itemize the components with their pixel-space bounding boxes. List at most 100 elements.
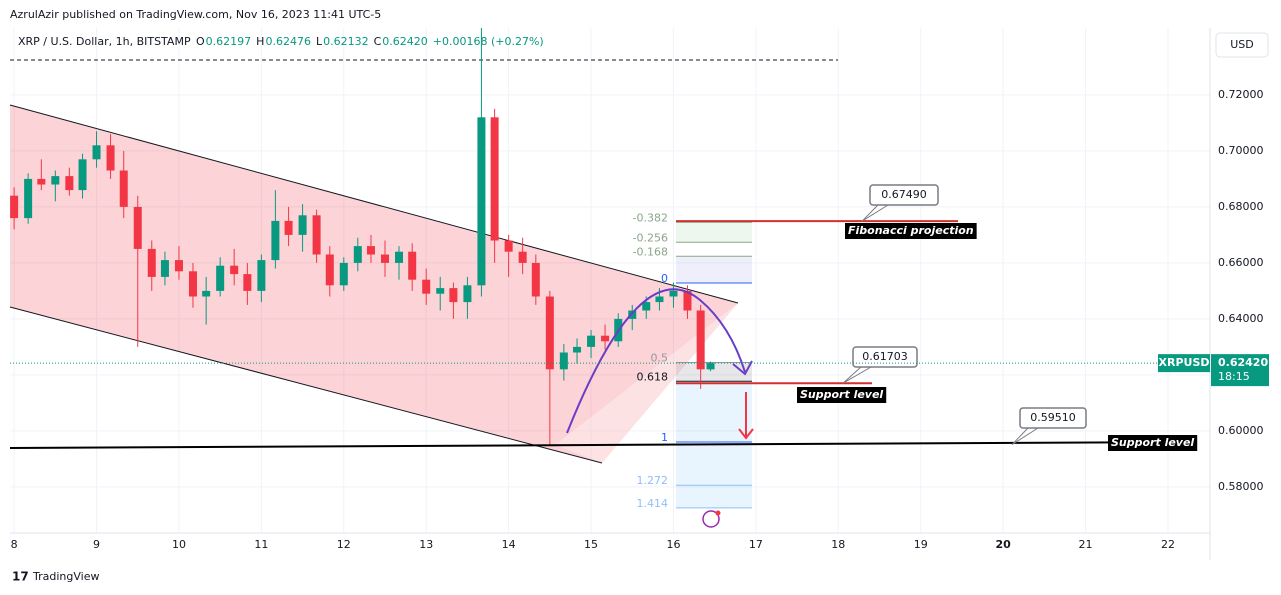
candle-body (37, 178, 46, 185)
note-label: Support level (800, 388, 883, 401)
x-tick-label: 12 (337, 538, 351, 551)
candle-body (366, 246, 375, 255)
arc-arrowhead (732, 360, 753, 376)
callout-pointer (861, 204, 889, 222)
candle-body (628, 310, 637, 319)
candle-body (133, 206, 142, 249)
y-tick-label: 0.70000 (1218, 144, 1264, 157)
candle-body (339, 262, 348, 286)
legend-value: 0.62132 (323, 35, 369, 48)
candle-body (422, 279, 431, 294)
y-tick-label: 0.72000 (1218, 88, 1264, 101)
legend-value: 0.62420 (382, 35, 428, 48)
candle-body (65, 176, 74, 191)
fib-zone (676, 256, 752, 283)
fib-label: -0.382 (633, 211, 668, 224)
note-box (1108, 435, 1198, 451)
grid (10, 28, 1210, 533)
x-tick-label: 17 (749, 538, 763, 551)
fib-label: -0.256 (633, 231, 668, 244)
y-tick-label: 0.58000 (1218, 480, 1264, 493)
candle-body (271, 220, 280, 261)
fib-label: -0.168 (633, 245, 668, 258)
candle-body (216, 265, 225, 291)
candle-body (202, 290, 211, 297)
candle-body (463, 285, 472, 303)
candle-body (408, 251, 417, 280)
callout-box (1019, 407, 1087, 429)
candle-body (642, 302, 651, 311)
footer-brand: TradingView (32, 570, 99, 583)
x-tick-label: 19 (914, 538, 928, 551)
currency[interactable]: USD (1230, 38, 1254, 51)
candle-body (106, 145, 115, 171)
price-tag (1211, 354, 1269, 387)
currency-button[interactable] (1215, 32, 1269, 58)
y-tick-label: 0.64000 (1218, 312, 1264, 325)
fib-label: 1.272 (637, 474, 669, 487)
legend-value: 0.62197 (206, 35, 252, 48)
candle-body (188, 271, 197, 297)
candle-body (587, 335, 596, 347)
symbol: XRP / U.S. Dollar, 1h, BITSTAMP (18, 35, 191, 48)
candle-body (449, 288, 458, 303)
candle-body (24, 178, 33, 219)
fib-label: 1 (661, 431, 668, 444)
legend-key: L (316, 35, 323, 48)
candle-body (147, 248, 156, 277)
candle-body (284, 220, 293, 235)
ohlc-legend: O 0.62197 H 0.62476 L 0.62132 C 0.62420 +0.00168… (196, 35, 544, 48)
alert-icon[interactable] (702, 510, 720, 528)
legend-change: +0.00168 (+0.27%) (433, 35, 544, 48)
fib-zone (676, 222, 752, 243)
annotations: 0.67490 Fibonacci projection 0.61703 Suppor… (676, 184, 1198, 451)
alert-dot (715, 510, 721, 516)
channel-fill (10, 105, 738, 463)
y-tick-label: 0.66000 (1218, 256, 1264, 269)
candle-body (504, 240, 513, 252)
candle-body (243, 274, 252, 291)
candle-body (696, 310, 705, 370)
candle-body (601, 335, 610, 342)
ticker-tag (1158, 354, 1210, 373)
x-tick-label: 9 (93, 538, 100, 551)
fib-label: 0.618 (637, 370, 669, 383)
x-tick-label: 8 (11, 538, 18, 551)
candle-body (518, 251, 527, 263)
candle-body (119, 170, 128, 207)
fib-label: 1.414 (637, 497, 669, 510)
candle-body (78, 159, 87, 191)
x-tick-label: 21 (1079, 538, 1093, 551)
candle-body (436, 288, 445, 294)
callout-label: 0.67490 (881, 188, 927, 201)
candle-body (257, 260, 266, 291)
candle-body (477, 117, 486, 286)
legend-key: O (196, 35, 205, 48)
axes: 0.580000.600000.620000.640000.660000.680… (10, 88, 1269, 551)
fib-zone (676, 362, 752, 382)
x-tick-label: 20 (995, 538, 1011, 551)
countdown: 18:15 (1218, 370, 1250, 383)
candle-body (531, 262, 540, 297)
candle-body (160, 260, 169, 277)
candles (10, 28, 715, 445)
candle-body (174, 260, 183, 272)
candle-body (490, 117, 499, 241)
x-tick-label: 10 (172, 538, 186, 551)
candle-body (683, 290, 692, 311)
candle-body (573, 346, 582, 353)
candle-body (51, 176, 60, 185)
note-label: Support level (1111, 436, 1194, 449)
x-tick-label: 14 (502, 538, 516, 551)
y-tick-label: 0.68000 (1218, 200, 1264, 213)
channel-top (9, 104, 739, 304)
candle-body (312, 215, 321, 255)
candle-body (559, 352, 568, 370)
legend-key: H (256, 35, 264, 48)
candle-body (325, 254, 334, 286)
y-tick-label: 0.60000 (1218, 424, 1264, 437)
candle-body (230, 265, 239, 275)
candle-body (669, 290, 678, 297)
